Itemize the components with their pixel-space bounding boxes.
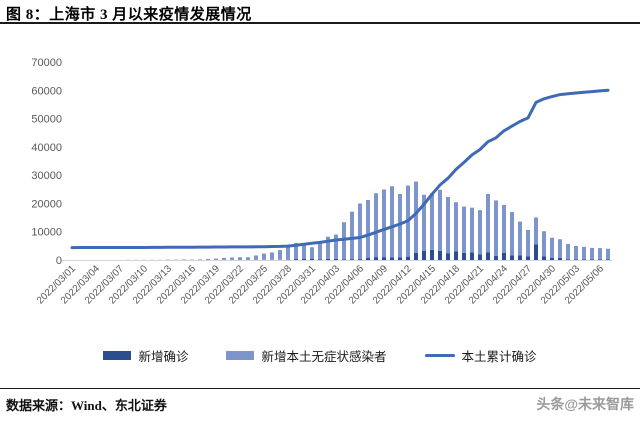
legend-label-cumulative: 本土累计确诊 (461, 350, 537, 364)
footer-divider (0, 388, 640, 389)
svg-text:40000: 40000 (31, 142, 62, 154)
svg-text:10000: 10000 (31, 227, 62, 239)
figure-title: 图 8：上海市 3 月以来疫情发展情况 (6, 7, 252, 23)
legend-item-confirmed: 新增确诊 (103, 346, 188, 365)
chart-legend: 新增确诊 新增本土无症状感染者 本土累计确诊 (0, 346, 640, 365)
footer: 数据来源：Wind、东北证券 头条@未来智库 (0, 394, 640, 414)
svg-text:20000: 20000 (31, 198, 62, 210)
svg-text:0: 0 (56, 255, 62, 267)
legend-swatch-cumulative-line-icon (424, 354, 455, 357)
watermark: 头条@未来智库 (536, 396, 634, 412)
legend-label-confirmed: 新增确诊 (138, 350, 189, 364)
svg-text:30000: 30000 (31, 170, 62, 182)
title-divider (0, 22, 640, 24)
legend-item-asymptomatic: 新增本土无症状感染者 (226, 346, 387, 365)
legend-swatch-asymptomatic-icon (226, 351, 255, 360)
svg-text:70000: 70000 (31, 57, 62, 69)
legend-swatch-confirmed-icon (103, 351, 132, 360)
legend-label-asymptomatic: 新增本土无症状感染者 (261, 350, 387, 364)
epidemic-chart: 0100002000030000400005000060000700002022… (31, 57, 612, 307)
svg-text:60000: 60000 (31, 85, 62, 97)
legend-item-cumulative: 本土累计确诊 (424, 346, 537, 365)
data-source: 数据来源：Wind、东北证券 (6, 397, 167, 413)
svg-text:50000: 50000 (31, 114, 62, 126)
